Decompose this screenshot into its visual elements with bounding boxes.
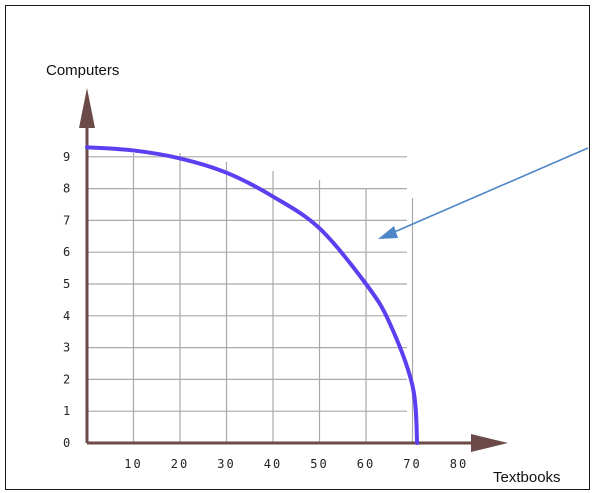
annotation-arrow-line [391,147,589,234]
series [85,145,420,445]
y-tick-label: 4 [63,309,70,323]
tick-labels: 0 1 2 3 4 5 6 7 8 9 10 20 30 40 50 60 70 80 [63,150,468,471]
x-tick-label: 80 [450,457,468,471]
y-tick-label: 0 [63,436,70,450]
y-tick-label: 1 [63,404,70,418]
y-tick-label: 2 [63,372,70,386]
x-tick-label: 60 [357,457,375,471]
x-tick-label: 10 [124,457,142,471]
x-tick-label: 20 [171,457,189,471]
grid [87,153,414,443]
y-tick-label: 6 [63,245,70,259]
ppf-curve-0 [85,145,420,445]
annotations [378,147,589,239]
y-axis-title: Computers [46,62,119,79]
y-tick-label: 3 [63,341,70,355]
y-axis-arrowhead [79,88,95,128]
annotation-arrowhead [378,226,398,239]
x-tick-label: 70 [403,457,421,471]
x-tick-label: 50 [310,457,328,471]
y-tick-label: 9 [63,150,70,164]
y-tick-label: 8 [63,182,70,196]
x-tick-label: 30 [217,457,235,471]
x-tick-label: 40 [264,457,282,471]
axes [79,88,508,452]
x-axis-arrowhead [471,434,508,452]
y-tick-label: 7 [63,213,70,227]
y-tick-label: 5 [63,277,70,291]
chart-frame [5,5,590,490]
x-axis-title: Textbooks [493,469,561,486]
